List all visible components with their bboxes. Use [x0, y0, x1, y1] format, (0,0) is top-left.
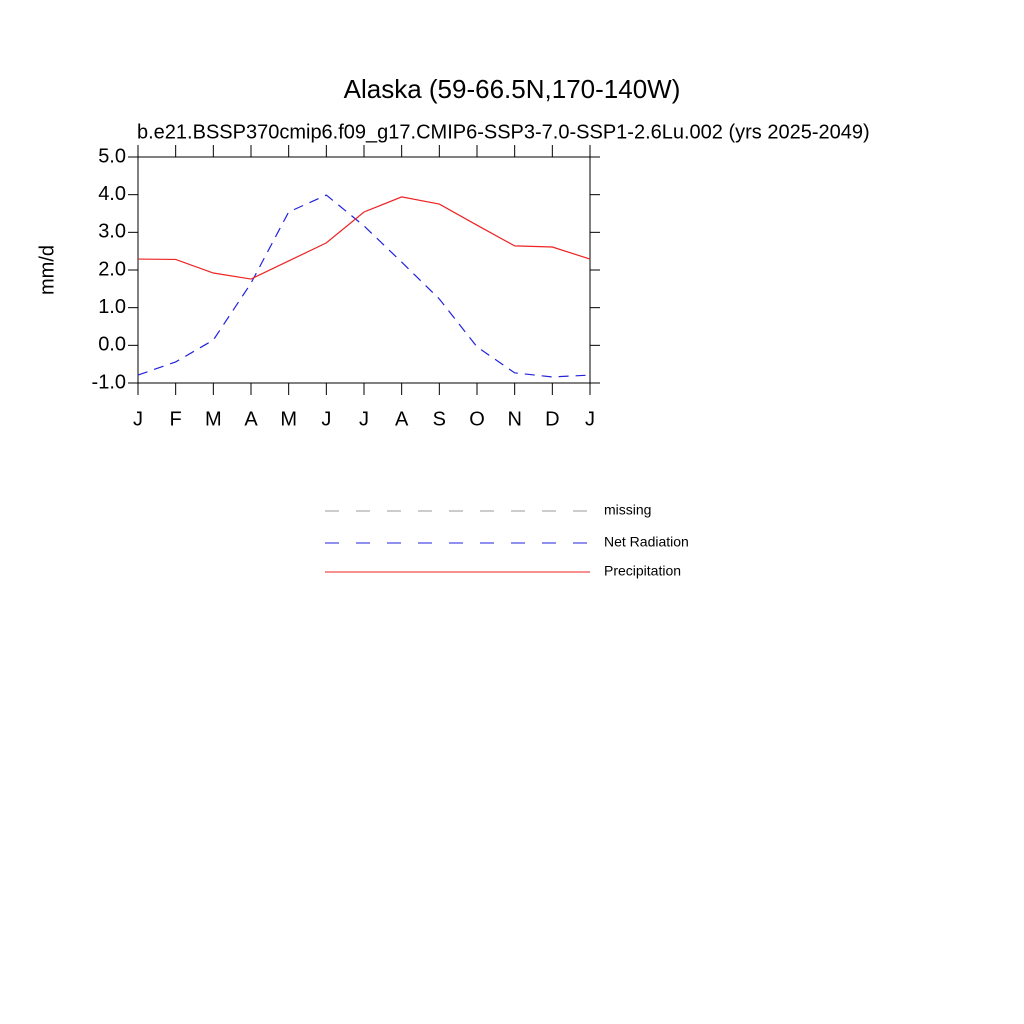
x-tick-label: F	[170, 408, 182, 430]
y-tick-label: 2.0	[98, 258, 126, 280]
y-tick-label: 0.0	[98, 334, 126, 356]
legend-label: Precipitation	[604, 563, 681, 579]
y-tick-label: -1.0	[92, 371, 126, 393]
x-tick-label: J	[359, 408, 369, 430]
x-tick-label: J	[585, 408, 595, 430]
x-tick-label: S	[433, 408, 446, 430]
y-tick-label: 4.0	[98, 183, 126, 205]
chart-subtitle: b.e21.BSSP370cmip6.f09_g17.CMIP6-SSP3-7.…	[137, 121, 870, 143]
y-tick-label: 5.0	[98, 145, 126, 167]
x-tick-label: J	[321, 408, 331, 430]
series-line	[137, 196, 591, 280]
x-tick-label: J	[133, 408, 143, 430]
x-tick-label: M	[280, 408, 297, 430]
y-tick-label: 1.0	[98, 296, 126, 318]
x-tick-label: D	[545, 408, 559, 430]
x-tick-label: N	[507, 408, 521, 430]
x-tick-label: O	[469, 408, 485, 430]
legend-label: missing	[604, 502, 651, 518]
x-tick-label: A	[244, 408, 258, 430]
legend-label: Net Radiation	[604, 534, 689, 550]
x-tick-label: A	[395, 408, 409, 430]
chart-title: Alaska (59-66.5N,170-140W)	[344, 74, 681, 104]
series-line	[137, 194, 591, 378]
x-tick-label: M	[205, 408, 222, 430]
y-axis-label: mm/d	[36, 245, 58, 295]
y-tick-label: 3.0	[98, 221, 126, 243]
